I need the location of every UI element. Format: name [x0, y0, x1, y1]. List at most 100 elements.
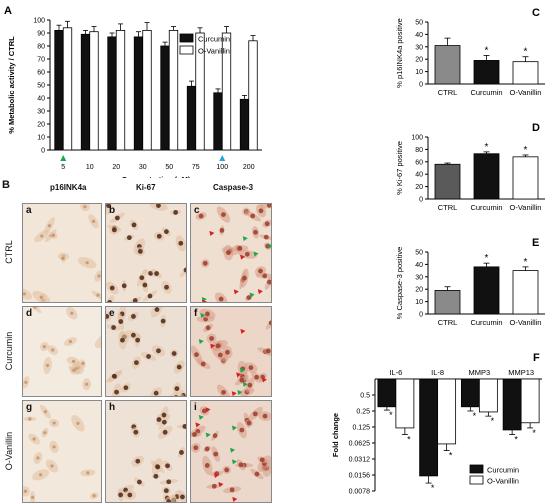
micrograph-ctrl-0: a — [22, 203, 102, 303]
significance-star: * — [524, 47, 528, 58]
cell-nucleus — [164, 229, 169, 235]
cell-nucleus — [154, 271, 160, 276]
cell-nucleus — [134, 360, 139, 366]
cell-body — [94, 333, 101, 349]
micrograph-curcumin-1: e — [105, 306, 187, 397]
cell-nucleus — [85, 382, 89, 386]
cell-nucleus — [121, 283, 127, 289]
cell-nucleus — [209, 336, 214, 341]
cell-nucleus — [171, 351, 177, 356]
y-tick-label: 0 — [41, 148, 45, 155]
cell-nucleus — [131, 332, 136, 338]
cell-nucleus — [156, 233, 162, 239]
chart-e: E 0 10 20 30 40 50 CTRL * Curcumin * O-Vanillin % Ca… — [395, 237, 545, 327]
bar-curcumin — [419, 378, 439, 477]
cell-nucleus — [194, 352, 199, 358]
micrograph-texture — [106, 204, 186, 302]
cell-nucleus — [114, 389, 119, 395]
cell-nucleus — [31, 495, 35, 499]
micrograph-curcumin-0: d — [22, 306, 102, 397]
cell-nucleus — [266, 204, 271, 208]
cell-body — [168, 392, 184, 396]
cell-nucleus — [101, 339, 102, 342]
y-tick-label: 0.0078 — [349, 489, 371, 496]
panel-label-a: A — [4, 5, 12, 17]
cell-nucleus — [218, 296, 224, 302]
cell-nucleus — [47, 224, 52, 228]
y-tick-label: 20 — [415, 287, 423, 294]
cell-nucleus — [225, 250, 231, 256]
cell-nucleus — [85, 261, 89, 265]
legend-label: Curcumin — [487, 466, 519, 475]
significance-star: * — [524, 257, 528, 268]
chart-d: D 0 20 40 60 80 100 CTRL * Curcumin * O-Vanillin % K… — [395, 122, 545, 212]
cell-nucleus — [237, 245, 243, 251]
arrowhead-marker — [240, 254, 246, 260]
arrowhead-marker — [201, 299, 207, 302]
y-tick-label: 20 — [415, 184, 423, 191]
cell-nucleus — [250, 213, 256, 219]
cell-nucleus — [156, 348, 161, 354]
cell-nucleus — [107, 300, 113, 302]
bar-curcumin — [377, 378, 397, 408]
bar-ctrl — [434, 290, 461, 315]
y-tick-label: 70 — [37, 57, 45, 64]
cell-nucleus — [239, 377, 245, 383]
cell-nucleus — [131, 314, 136, 319]
cell-nucleus — [71, 359, 76, 364]
bar-o-vanillin — [248, 40, 258, 151]
cell-nucleus — [120, 337, 125, 343]
cell-nucleus — [153, 473, 159, 479]
cell-nucleus — [33, 307, 37, 309]
cell-nucleus — [178, 240, 184, 246]
cell-nucleus — [174, 386, 180, 392]
arrowhead-marker — [249, 292, 255, 298]
cell-nucleus — [147, 293, 153, 299]
cell-nucleus — [126, 235, 132, 241]
micrograph-ctrl-1: b — [105, 203, 187, 303]
arrowhead-marker — [195, 422, 201, 428]
cell-nucleus — [219, 228, 225, 233]
cell-nucleus — [198, 213, 204, 219]
panel-label-e: E — [532, 237, 539, 249]
y-tick-label: 60 — [415, 159, 423, 166]
x-tick-label: 5 — [61, 164, 65, 171]
bar-o-vanillin — [115, 29, 126, 151]
arrowhead-marker — [198, 339, 204, 345]
cell-nucleus — [109, 285, 115, 291]
y-tick-label: 80 — [37, 44, 45, 51]
micrograph-letter: f — [194, 308, 198, 319]
cell-nucleus — [131, 222, 137, 228]
cell-nucleus — [161, 412, 167, 418]
x-tick-label: CTRL — [438, 88, 458, 97]
bar-curcumin — [160, 45, 170, 151]
bar-ctrl — [434, 45, 461, 85]
x-tick-label: 20 — [112, 164, 120, 171]
legend-swatch — [469, 464, 484, 474]
cell-nucleus — [221, 212, 226, 218]
cell-nucleus — [205, 311, 210, 317]
bar-o-vanillin — [437, 378, 457, 445]
cell-nucleus — [225, 349, 230, 355]
bar-curcumin — [460, 378, 480, 408]
arrowhead-marker — [209, 230, 215, 236]
micrograph-curcumin-2: f — [190, 306, 272, 397]
bar-curcumin — [54, 29, 64, 151]
row-label-curcumin: Curcumin — [4, 331, 14, 370]
cell-body — [216, 384, 231, 396]
significance-star: * — [389, 410, 393, 420]
significance-star: * — [473, 411, 477, 421]
y-tick-label: 0.0156 — [349, 473, 371, 480]
cell-nucleus — [118, 319, 124, 324]
bar-curcumin — [213, 92, 223, 151]
cell-nucleus — [70, 311, 74, 315]
cell-nucleus — [76, 421, 80, 425]
bar-o-vanillin — [89, 31, 99, 151]
arrowhead-marker — [230, 447, 236, 453]
arrowhead-marker — [242, 382, 248, 388]
micrograph-texture — [23, 204, 101, 302]
micrograph-o-vanillin-0: g — [22, 400, 102, 503]
micrograph-letter: c — [194, 205, 200, 216]
cell-nucleus — [23, 292, 26, 296]
arrowhead-marker — [242, 236, 248, 242]
